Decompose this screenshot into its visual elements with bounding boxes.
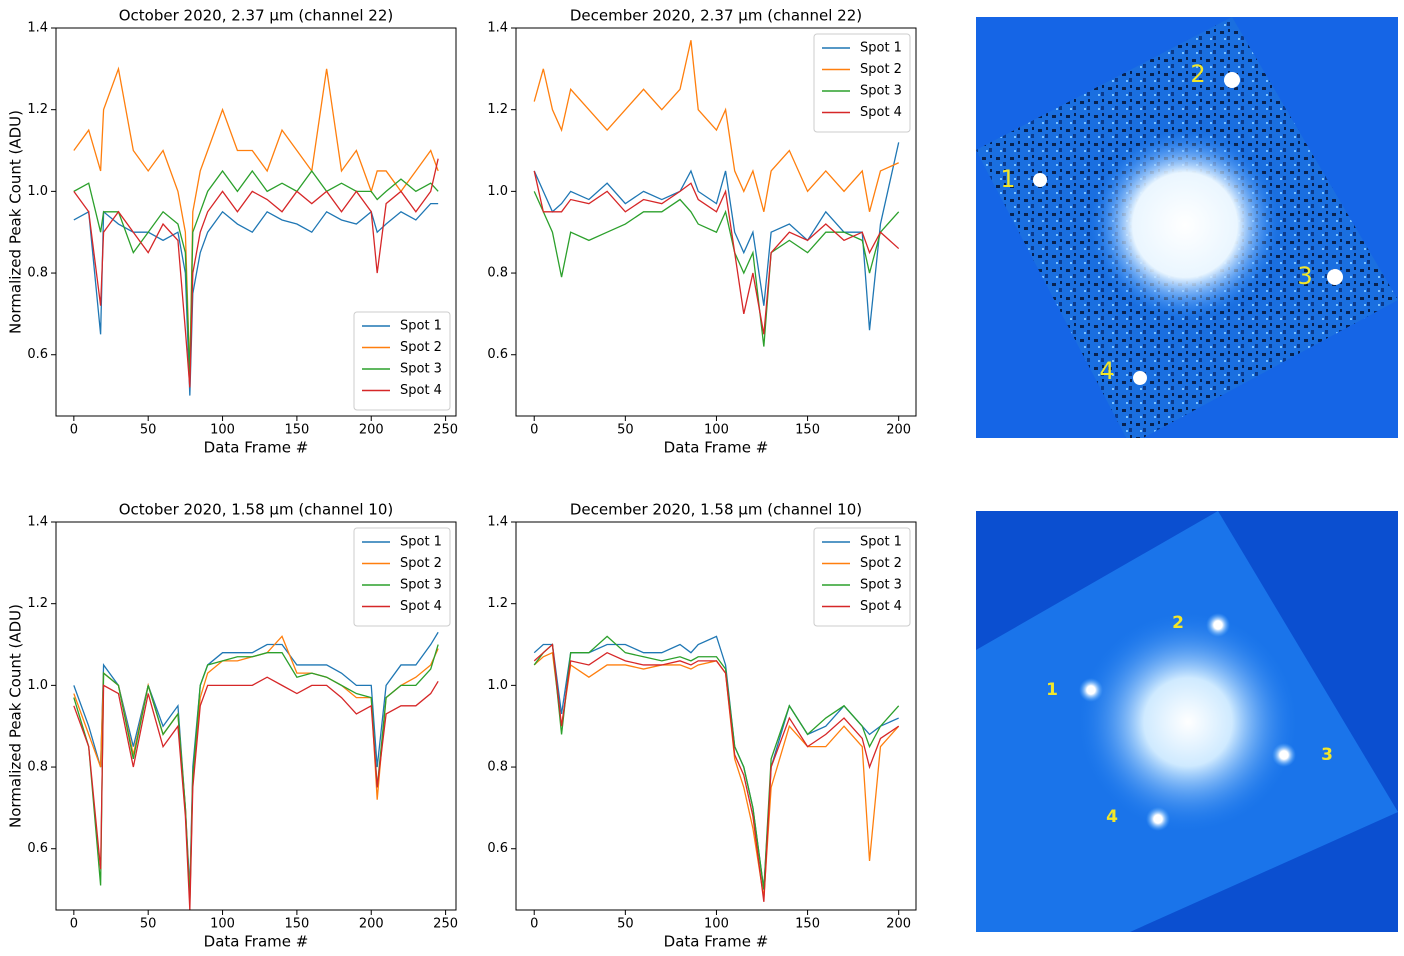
legend-label: Spot 2 bbox=[860, 556, 902, 571]
y-tick-label: 1.0 bbox=[487, 678, 508, 693]
legend-label: Spot 3 bbox=[400, 362, 442, 377]
y-tick-label: 1.2 bbox=[27, 596, 48, 611]
legend-label: Spot 3 bbox=[860, 84, 902, 99]
y-tick-label: 0.6 bbox=[27, 347, 48, 362]
image-bottom bbox=[976, 511, 1398, 932]
x-tick-label: 150 bbox=[284, 423, 309, 438]
y-axis-label: Normalized Peak Count (ADU) bbox=[7, 604, 25, 828]
x-tick-label: 100 bbox=[704, 423, 729, 438]
x-tick-label: 50 bbox=[140, 917, 157, 932]
x-tick-label: 250 bbox=[433, 423, 458, 438]
figure: October 2020, 2.37 μm (channel 22)050100… bbox=[0, 0, 1404, 952]
data-line bbox=[534, 142, 898, 330]
y-axis-label: Normalized Peak Count (ADU) bbox=[7, 110, 25, 334]
y-tick-label: 0.8 bbox=[27, 266, 48, 281]
chart-title: December 2020, 1.58 μm (channel 10) bbox=[570, 501, 862, 519]
spot-label: 4 bbox=[1106, 807, 1118, 827]
x-tick-label: 100 bbox=[704, 917, 729, 932]
spot-label: 1 bbox=[1000, 165, 1015, 193]
y-tick-label: 1.2 bbox=[487, 596, 508, 611]
x-axis-label: Data Frame # bbox=[664, 933, 769, 951]
x-axis-label: Data Frame # bbox=[204, 933, 309, 951]
data-line bbox=[534, 645, 898, 902]
spot-label: 3 bbox=[1297, 262, 1312, 290]
x-tick-label: 200 bbox=[359, 423, 384, 438]
x-tick-label: 0 bbox=[530, 917, 538, 932]
legend-label: Spot 1 bbox=[860, 41, 902, 56]
y-tick-label: 0.8 bbox=[487, 760, 508, 775]
legend-label: Spot 2 bbox=[400, 340, 442, 355]
x-tick-label: 250 bbox=[433, 917, 458, 932]
y-tick-label: 0.8 bbox=[487, 266, 508, 281]
chart-title: October 2020, 1.58 μm (channel 10) bbox=[119, 501, 394, 519]
y-tick-label: 1.2 bbox=[487, 102, 508, 117]
x-axis-label: Data Frame # bbox=[204, 439, 309, 457]
y-tick-label: 1.4 bbox=[487, 515, 508, 530]
spot-label: 4 bbox=[1099, 357, 1114, 385]
y-tick-label: 1.2 bbox=[27, 102, 48, 117]
x-tick-label: 200 bbox=[886, 917, 911, 932]
y-tick-label: 1.0 bbox=[27, 678, 48, 693]
legend-label: Spot 3 bbox=[860, 578, 902, 593]
legend-label: Spot 3 bbox=[400, 578, 442, 593]
spot-label: 3 bbox=[1321, 745, 1333, 765]
y-tick-label: 1.4 bbox=[27, 21, 48, 36]
legend-label: Spot 2 bbox=[860, 62, 902, 77]
legend-label: Spot 4 bbox=[860, 599, 902, 614]
x-tick-label: 0 bbox=[70, 423, 78, 438]
legend-label: Spot 1 bbox=[860, 535, 902, 550]
x-tick-label: 200 bbox=[359, 917, 384, 932]
spot-label: 2 bbox=[1172, 613, 1184, 633]
data-line bbox=[534, 191, 898, 346]
y-tick-label: 0.6 bbox=[27, 841, 48, 856]
y-tick-label: 1.0 bbox=[487, 184, 508, 199]
y-tick-label: 1.4 bbox=[487, 21, 508, 36]
data-line bbox=[534, 636, 898, 889]
data-line bbox=[534, 171, 898, 334]
y-tick-label: 1.4 bbox=[27, 515, 48, 530]
data-line bbox=[74, 636, 438, 897]
y-tick-label: 1.0 bbox=[27, 184, 48, 199]
data-line bbox=[534, 653, 898, 898]
legend-label: Spot 1 bbox=[400, 319, 442, 334]
spot-label: 1 bbox=[1046, 680, 1058, 700]
legend-label: Spot 1 bbox=[400, 535, 442, 550]
spot-label: 2 bbox=[1190, 60, 1205, 88]
x-axis-label: Data Frame # bbox=[664, 439, 769, 457]
y-tick-label: 0.6 bbox=[487, 347, 508, 362]
y-tick-label: 0.8 bbox=[27, 760, 48, 775]
data-line bbox=[74, 632, 438, 889]
x-tick-label: 0 bbox=[70, 917, 78, 932]
image-top bbox=[976, 17, 1398, 445]
x-tick-label: 50 bbox=[140, 423, 157, 438]
data-line bbox=[534, 636, 898, 889]
legend-label: Spot 2 bbox=[400, 556, 442, 571]
chart-title: December 2020, 2.37 μm (channel 22) bbox=[570, 7, 862, 25]
x-tick-label: 150 bbox=[795, 423, 820, 438]
x-tick-label: 50 bbox=[617, 917, 634, 932]
legend-label: Spot 4 bbox=[400, 383, 442, 398]
x-tick-label: 200 bbox=[886, 423, 911, 438]
x-tick-label: 100 bbox=[210, 917, 235, 932]
x-tick-label: 100 bbox=[210, 423, 235, 438]
x-tick-label: 50 bbox=[617, 423, 634, 438]
chart-title: October 2020, 2.37 μm (channel 22) bbox=[119, 7, 394, 25]
x-tick-label: 150 bbox=[284, 917, 309, 932]
y-tick-label: 0.6 bbox=[487, 841, 508, 856]
legend-label: Spot 4 bbox=[400, 599, 442, 614]
legend-label: Spot 4 bbox=[860, 105, 902, 120]
x-tick-label: 0 bbox=[530, 423, 538, 438]
x-tick-label: 150 bbox=[795, 917, 820, 932]
